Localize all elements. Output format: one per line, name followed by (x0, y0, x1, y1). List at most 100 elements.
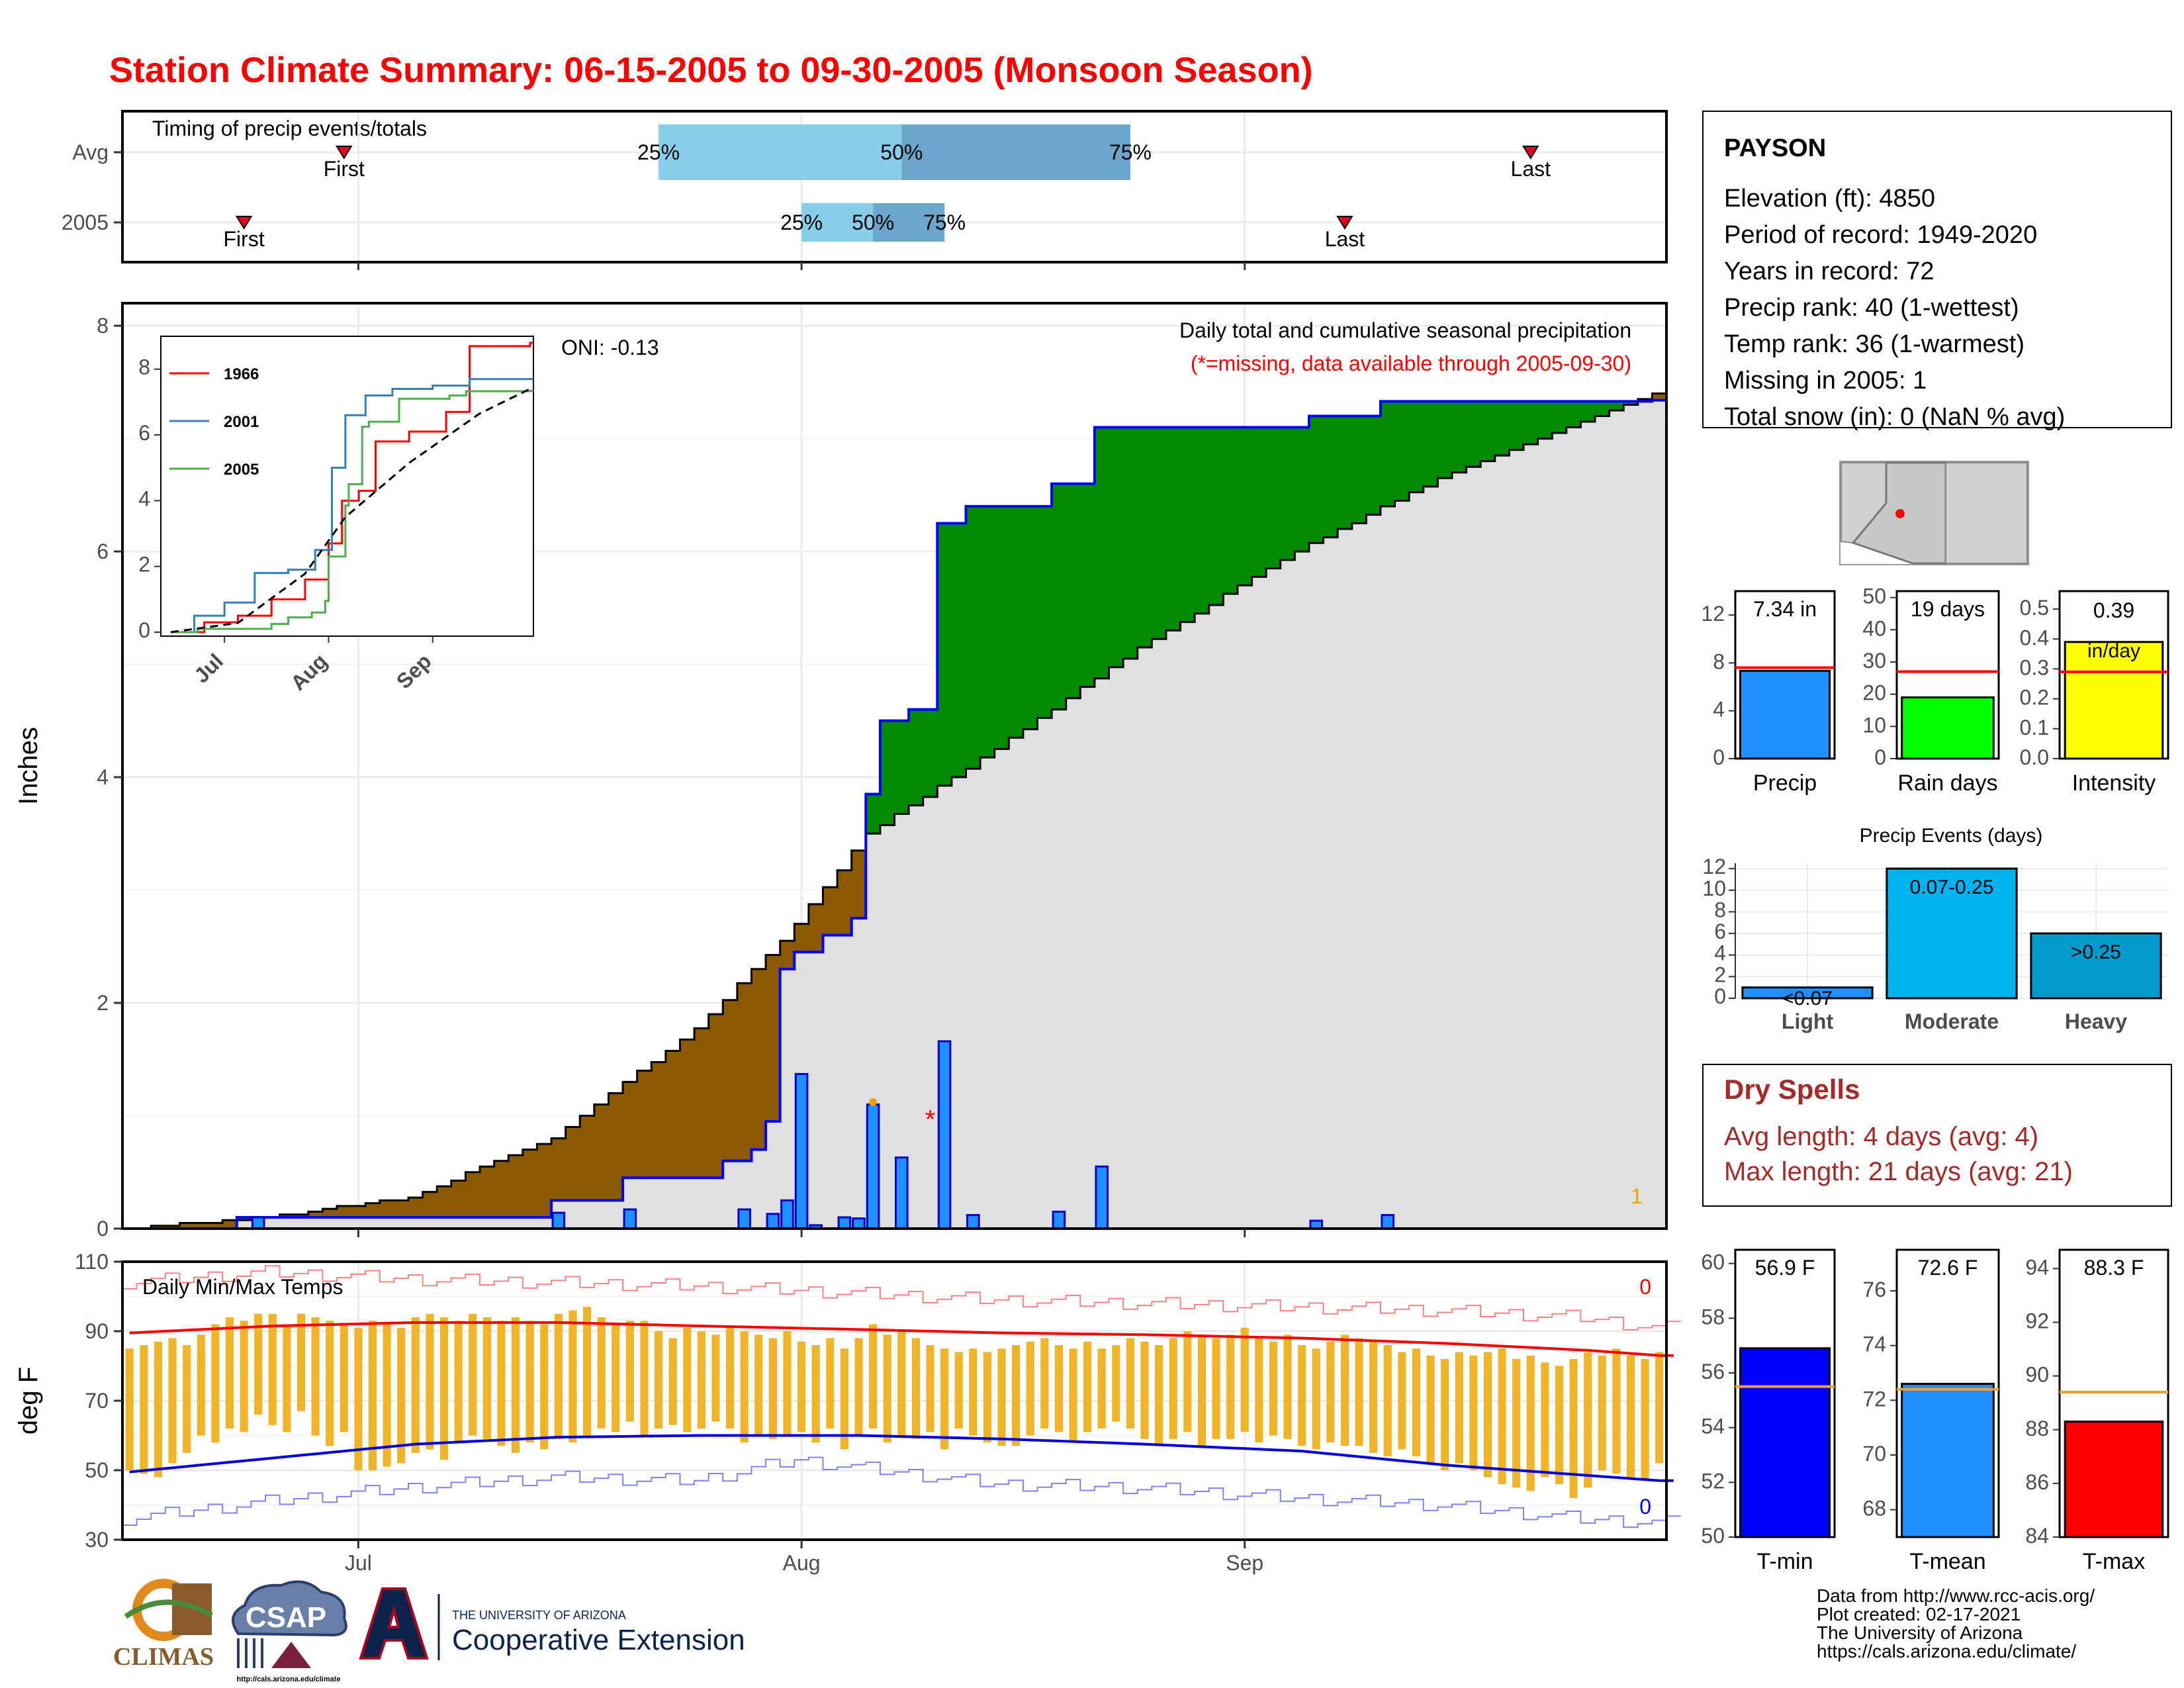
summary-value-label: 0.39 (2093, 598, 2134, 622)
surplus-area (1480, 401, 1496, 461)
daily-temp-bar (1584, 1352, 1592, 1488)
avg-cumulative-line (122, 392, 1666, 1230)
daily-precip-bar (966, 1214, 980, 1230)
daily-temp-bar (1455, 1352, 1463, 1464)
rain-days-chart: 19 days 0 10 20 30 40 50 Rain days (1862, 585, 2000, 796)
csap-mountain-icon (271, 1642, 311, 1668)
logos: CLIMAS CSAP http://cals.arizona.edu/clim… (113, 1579, 745, 1683)
daily-temp-bar (1112, 1345, 1120, 1422)
daily-temp-bar (1312, 1348, 1320, 1450)
daily-temp-bar (354, 1327, 363, 1470)
daily-temp-bar (168, 1338, 177, 1464)
tmean-chart: 72.6 F 68 70 72 74 76 T-mean (1862, 1248, 2000, 1574)
daily-temp-bar (1412, 1348, 1421, 1456)
summary-y-tick-label: 52 (1701, 1469, 1725, 1493)
tmax-chart: 88.3 F 84 86 88 90 92 94 T-max (2025, 1248, 2169, 1574)
missing-count: 1 (1631, 1184, 1643, 1208)
csap-logo-text: CSAP (246, 1601, 326, 1634)
summary-y-tick-label: 8 (1713, 649, 1725, 673)
summary-y-tick-label: 50 (1701, 1524, 1725, 1548)
inset-y-tick-label: 2 (138, 553, 150, 577)
footer-line-1: Data from http://www.rcc-acis.org/ (1817, 1585, 2095, 1606)
deficit-area (494, 1160, 509, 1217)
inset-frame (160, 336, 534, 637)
events-category-label: Moderate (1905, 1009, 1999, 1033)
daily-temp-bar (1340, 1335, 1349, 1446)
deficit-area (608, 1093, 623, 1201)
event-dot-marker (869, 1098, 878, 1107)
daily-temp-bar (783, 1331, 792, 1436)
min-missing-count: 0 (1639, 1495, 1651, 1519)
daily-temp-bar (1126, 1338, 1134, 1429)
deficit-area (194, 1223, 209, 1229)
summary-y-tick-label: 10 (1862, 713, 1886, 737)
temps-y-label: deg F (14, 1367, 43, 1434)
daily-temp-bar (1598, 1355, 1606, 1470)
daily-temp-bar (1255, 1338, 1263, 1442)
ua-big-text: Cooperative Extension (452, 1624, 745, 1656)
surplus-area (1094, 427, 1110, 679)
daily-temp-bar (1269, 1341, 1277, 1436)
events-title: Precip Events (days) (1860, 825, 2043, 847)
daily-temp-bar (797, 1341, 806, 1432)
daily-temp-bar (1326, 1341, 1335, 1442)
daily-temp-bar (383, 1324, 391, 1467)
summary-y-tick-label: 0.4 (2020, 626, 2049, 649)
deficit-area (751, 968, 766, 1150)
summary-value-unit: in/day (2087, 640, 2140, 662)
daily-temp-bar (625, 1321, 634, 1422)
daily-precip-bar (1381, 1214, 1395, 1230)
deficit-area (808, 904, 824, 953)
station-line: Precip rank: 40 (1-wettest) (1724, 294, 2019, 322)
daily-temp-bar (1469, 1355, 1478, 1470)
daily-temp-bar (1026, 1341, 1034, 1436)
summary-y-tick-label: 0 (1874, 745, 1886, 769)
inset-y-tick-label: 8 (138, 355, 150, 379)
daily-precip-bar (251, 1216, 265, 1230)
daily-temp-bar (525, 1321, 534, 1442)
daily-temp-bar (811, 1345, 820, 1442)
daily-temp-bar (268, 1313, 277, 1425)
summary-value-label: 19 days (1911, 597, 1985, 621)
daily-temp-bar (754, 1335, 763, 1436)
daily-temp-bar (726, 1327, 735, 1429)
timing-p25-label: 25% (780, 211, 823, 234)
surplus-area (1308, 416, 1324, 543)
deficit-area (179, 1223, 195, 1229)
inset-legend-label: 2005 (224, 461, 259, 479)
daily-temp-bar (1569, 1359, 1578, 1498)
timing-box-lower (801, 203, 874, 242)
surplus-area (980, 506, 995, 758)
daily-temp-bar (940, 1348, 949, 1450)
deficit-area (508, 1155, 523, 1217)
surplus-area (866, 794, 881, 834)
daily-temp-bar (854, 1338, 863, 1436)
temps-y-tick-label: 70 (85, 1389, 109, 1413)
precip-y-tick-label: 6 (97, 539, 109, 563)
timing-last-label: Last (1511, 157, 1551, 181)
daily-precip-bar (852, 1217, 866, 1230)
summary-value-label: 56.9 F (1755, 1256, 1815, 1280)
inset-series-line-1966 (171, 342, 533, 633)
timing-p50-label: 50% (880, 140, 923, 164)
dry-spells-title: Dry Spells (1724, 1074, 1860, 1105)
deficit-area (851, 850, 866, 919)
precip-y-tick-label: 8 (97, 314, 109, 338)
daily-temp-bar (1040, 1338, 1049, 1429)
daily-temp-bar (697, 1331, 705, 1429)
deficit-area (708, 1014, 723, 1178)
daily-temp-bar (1426, 1355, 1435, 1464)
deficit-area (222, 1220, 238, 1229)
daily-temp-bar (768, 1338, 777, 1439)
surplus-area (236, 1217, 252, 1221)
dry-spells-box: Dry Spells Avg length: 4 days (avg: 4) M… (1702, 1064, 2172, 1207)
daily-temp-bar (240, 1321, 248, 1432)
timing-p25-label: 25% (637, 140, 680, 164)
summary-y-tick-label: 0.5 (2020, 596, 2049, 620)
summary-y-tick-label: 50 (1862, 585, 1886, 608)
precip-total-chart: 7.34 in 0 4 8 12 Precip (1701, 590, 1836, 796)
events-bar (1741, 986, 1874, 1000)
surplus-area (1251, 427, 1267, 577)
daily-temp-bar (640, 1321, 649, 1436)
